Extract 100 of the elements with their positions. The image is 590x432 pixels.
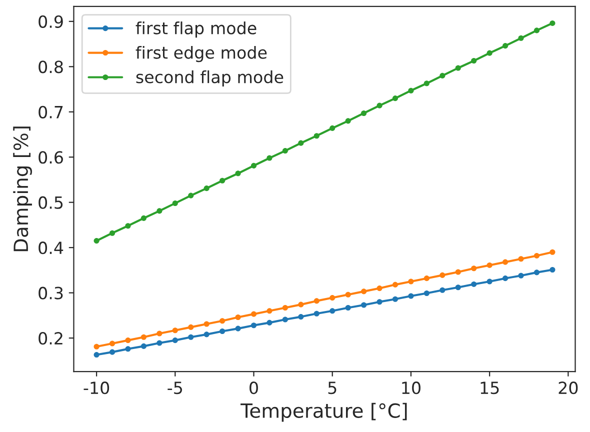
point [156,340,162,346]
point [440,287,446,293]
point [361,288,367,294]
point [282,316,288,322]
point [250,322,257,328]
x-tick-label: 15 [480,382,499,394]
x-tick-label: 5 [328,382,336,394]
point [220,328,226,334]
point [235,326,241,332]
point [172,338,178,344]
y-tick-label: 0.6 [38,151,63,164]
legend-label: first edge mode [136,46,267,62]
point [109,349,116,355]
point [330,125,336,131]
point [298,302,304,308]
point [282,148,288,154]
point [440,72,446,78]
point [266,155,272,161]
point [518,272,524,278]
y-tick-label: 0.8 [38,60,63,74]
y-tick-label: 0.9 [38,15,63,28]
point [550,249,556,255]
point [518,35,524,41]
point [188,324,194,330]
point [534,270,540,276]
point [392,96,398,102]
point [250,162,257,168]
point [298,314,304,320]
point [94,238,100,244]
point [220,318,226,324]
point [550,266,556,273]
point [314,133,320,139]
x-axis-title: Temperature [°C] [240,402,407,422]
point [471,266,477,272]
point [424,80,430,86]
point [376,286,382,292]
point [266,308,272,314]
point [266,320,272,326]
point [486,262,492,268]
y-tick-label: 0.3 [38,286,63,300]
point [550,20,556,26]
x-tick-label: -10 [84,382,110,394]
point [345,304,351,311]
point [361,302,367,308]
point [408,88,414,94]
point [125,223,131,229]
point [502,259,508,265]
y-tick-label: 0.4 [38,242,64,254]
point [172,328,178,334]
point [140,343,146,349]
point [125,346,131,352]
point [156,330,162,336]
legend-label: second flap mode [136,70,284,87]
point [345,118,351,124]
point [330,295,336,301]
point [345,292,351,298]
point [486,278,492,284]
point [392,282,398,288]
point [282,304,288,311]
point [424,290,430,296]
x-tick-label: -5 [168,382,182,394]
point [314,298,320,304]
y-tick-label: 0.2 [38,332,62,345]
point [392,296,398,302]
point [534,252,540,258]
point [188,192,194,198]
point [330,308,336,314]
point [220,178,226,184]
point [471,281,477,287]
x-tick-label: 0 [250,382,258,394]
point [518,256,524,262]
point [408,293,414,299]
point [204,186,210,192]
point [486,50,492,56]
point [502,43,508,49]
point [172,200,178,206]
point [109,230,116,236]
x-tick-label: 10 [402,382,420,394]
point [94,344,100,350]
point [125,338,131,344]
point [376,299,382,305]
point [94,352,100,358]
point [250,311,257,317]
point [534,28,540,34]
point [408,278,414,284]
legend-label: first flap mode [136,21,256,38]
point [204,332,210,338]
y-tick-label: 0.7 [38,106,63,118]
point [502,276,508,282]
point [298,140,304,146]
point [109,340,116,346]
point [455,284,461,290]
point [440,272,446,278]
point [156,208,162,214]
y-axis-title: Damping [%] [13,126,32,252]
point [455,269,461,275]
point [455,65,461,71]
y-tick-label: 0.5 [38,196,63,209]
point [140,334,146,340]
point [140,215,146,221]
